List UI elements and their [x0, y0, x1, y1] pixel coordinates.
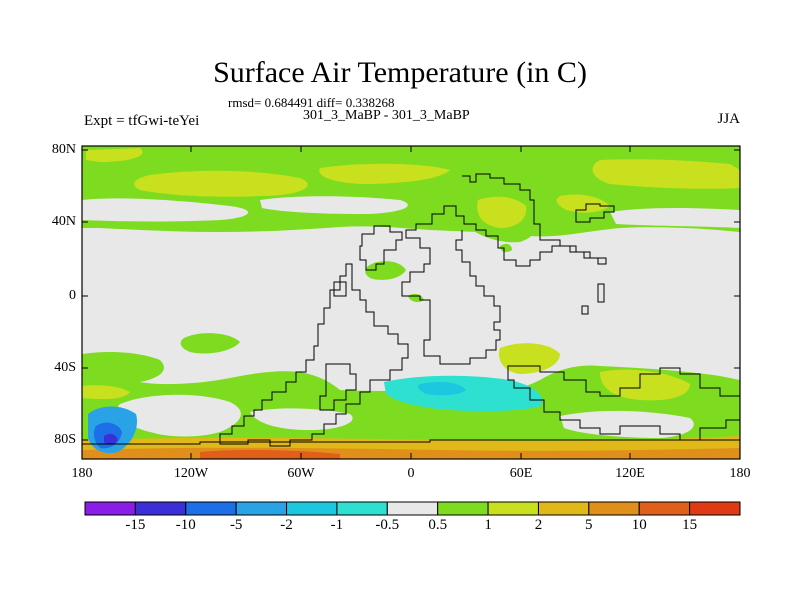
outline-small-island-c [333, 281, 347, 297]
colorbar-swatch [235, 501, 288, 516]
colorbar-swatch [336, 501, 388, 516]
y-tick-label: 0 [69, 288, 76, 303]
x-tick-label: 180 [729, 466, 751, 481]
colorbar-swatch [638, 501, 691, 516]
colorbar-swatch [185, 501, 237, 516]
equatorial-patch-d [500, 243, 512, 253]
colorbar-swatch [588, 501, 640, 516]
north-neutral-gap-a [82, 198, 249, 222]
x-tick-label: 120E [615, 466, 645, 481]
plot-subtitle: 301_3_MaBP - 301_3_MaBP [303, 108, 470, 123]
colorbar-swatch [689, 501, 741, 516]
equatorial-patch-a [365, 261, 406, 280]
outline-small-island-b [581, 305, 589, 315]
colorbar-swatch [386, 501, 439, 516]
equatorial-patch-c [180, 333, 240, 354]
colorbar-label: 0.5 [428, 517, 448, 533]
y-tick-label: 40S [54, 360, 76, 375]
experiment-label: Expt = tfGwi-teYei [84, 113, 200, 129]
y-tick-label: 80N [51, 142, 76, 157]
outline-southeast-continent [507, 365, 741, 441]
colorbar-label: -0.5 [375, 517, 400, 533]
outline-africa-eurasia [401, 173, 607, 365]
south-atlantic-cold-core [418, 382, 466, 396]
south-neutral-pocket-a [116, 394, 241, 437]
outline-east-island [575, 203, 615, 223]
colorbar-label: 1 [484, 517, 492, 533]
colorbar-label: 5 [585, 517, 593, 533]
colorbar-label: -5 [229, 517, 243, 533]
y-tick-label: 80S [54, 432, 76, 447]
outline-southern-continent [219, 263, 409, 447]
colorbar-label: -1 [330, 517, 344, 533]
south-yellow-patch-b [600, 369, 690, 401]
colorbar-swatch [84, 501, 136, 516]
south-anomaly-band [82, 352, 740, 459]
continent-outlines [82, 173, 741, 447]
map-panel [82, 146, 741, 459]
north-neutral-gap-c [610, 208, 740, 228]
north-yellow-patch-d [556, 194, 610, 213]
south-yellow-patch-c [82, 385, 130, 400]
north-neutral-gap-b [260, 196, 408, 214]
colorbar-label: 15 [682, 517, 698, 533]
north-yellow-patch-e [86, 148, 143, 162]
outline-small-island-a [597, 283, 605, 303]
colorbar-label: 10 [631, 517, 647, 533]
x-tick-label: 0 [407, 466, 415, 481]
x-tick-label: 60W [287, 466, 315, 481]
plot-title: Surface Air Temperature (in C) [213, 56, 587, 89]
outline-western-continent [359, 225, 403, 271]
outline-antarctic-coast [82, 439, 740, 445]
stats-line: rmsd= 0.684491 diff= 0.338268 [228, 95, 395, 110]
colorbar-swatch [487, 501, 539, 516]
tick-marks [82, 146, 740, 459]
asia-yellow-core [477, 196, 527, 228]
colorbar [84, 501, 741, 516]
colorbar-label: -10 [175, 517, 196, 533]
southwest-cold-center [104, 433, 118, 445]
north-yellow-patch-b [319, 163, 450, 184]
x-tick-label: 60E [509, 466, 533, 481]
colorbar-swatch [286, 501, 338, 516]
north-yellow-patch-a [134, 170, 308, 197]
colorbar-swatch [134, 501, 187, 516]
x-tick-label: 120W [173, 466, 209, 481]
colorbar-label: 2 [534, 517, 543, 533]
y-tick-label: 40N [51, 214, 76, 229]
south-neutral-pocket-c [250, 408, 353, 430]
colorbar-label: -2 [280, 517, 293, 533]
x-tick-label: 180 [71, 466, 93, 481]
antarctic-hottest-spot [200, 449, 340, 459]
colorbar-swatch [537, 501, 590, 516]
north-yellow-patch-c [592, 159, 740, 189]
colorbar-label: -15 [125, 517, 146, 533]
outline-south-lake [319, 363, 357, 411]
colorbar-swatch [437, 501, 489, 516]
season-label: JJA [717, 111, 740, 127]
